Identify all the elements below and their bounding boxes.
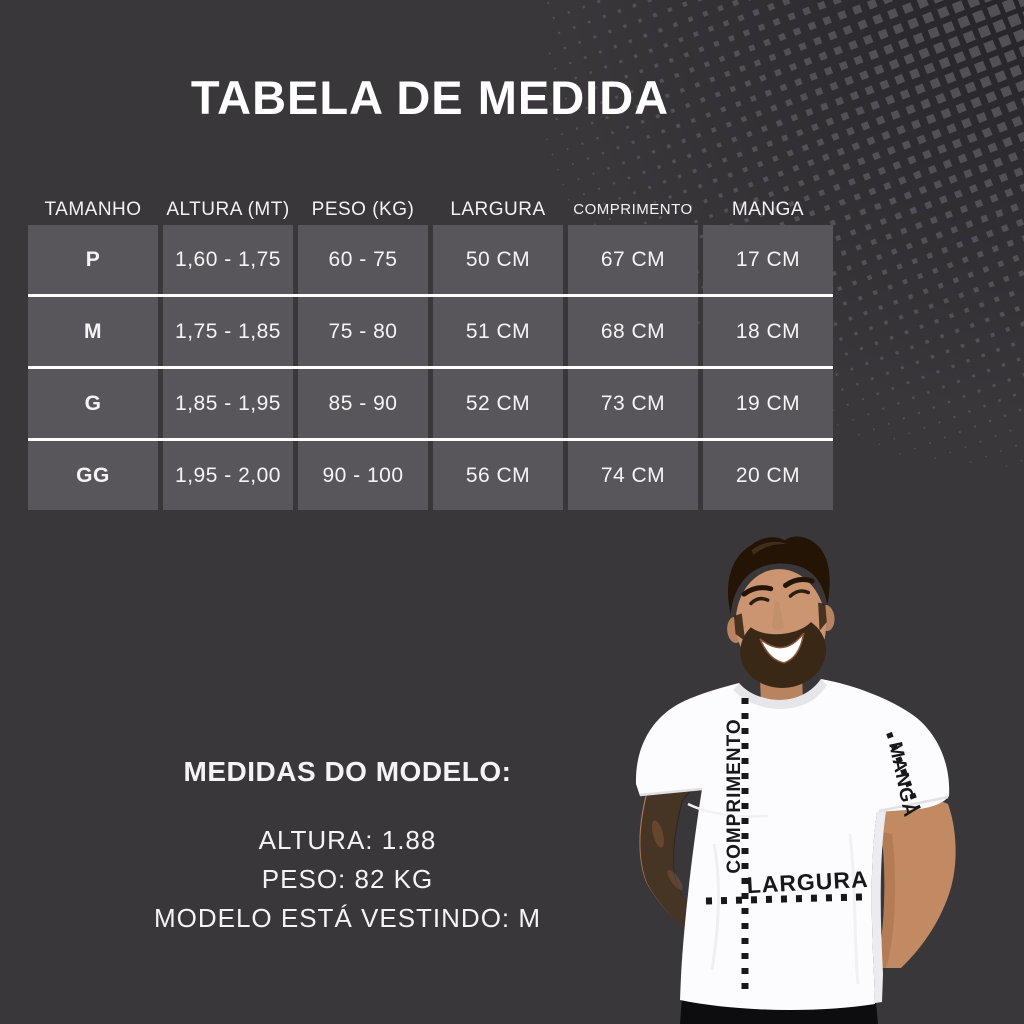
column-header-largura: LARGURA [450,198,546,220]
model-measures-block: MEDIDAS DO MODELO: ALTURA: 1.88 PESO: 82… [0,756,695,938]
model-nose [772,600,785,630]
cell-comprimento: 68 CM [568,297,698,366]
cell-altura: 1,85 - 1,95 [163,369,293,438]
cell-manga: 18 CM [703,297,833,366]
model-sideburn [733,613,746,642]
model-measures-heading: MEDIDAS DO MODELO: [183,756,512,787]
model-eyebrow [782,576,815,588]
column-header-tamanho: TAMANHO [44,198,142,220]
column-header-altura: ALTURA (MT) [166,198,290,220]
cell-size: GG [28,441,158,510]
size-table: TAMANHO ALTURA (MT) PESO (KG) LARGURA CO… [28,194,833,510]
tshirt-collar [733,679,827,709]
cell-manga: 17 CM [703,225,833,294]
model-eyebrow [741,585,774,597]
cell-peso: 85 - 90 [298,369,428,438]
cell-altura: 1,75 - 1,85 [163,297,293,366]
cell-size: G [28,369,158,438]
cell-comprimento: 74 CM [568,441,698,510]
model-measure-peso: PESO: 82 KG [261,864,434,894]
cell-largura: 56 CM [433,441,563,510]
model-eye [749,596,770,606]
row-separator [28,294,833,297]
cell-largura: 50 CM [433,225,563,294]
measure-line-largura [705,893,863,905]
cell-comprimento: 73 CM [568,369,698,438]
page-title: TABELA DE MEDIDA [190,71,670,124]
column-header-manga: MANGA [731,198,805,220]
cell-comprimento: 67 CM [568,225,698,294]
cell-manga: 20 CM [703,441,833,510]
cell-altura: 1,60 - 1,75 [163,225,293,294]
cell-altura: 1,95 - 2,00 [163,441,293,510]
model-arm [876,799,956,968]
cell-largura: 51 CM [433,297,563,366]
column-header-comprimento: COMPRIMENTO [573,201,693,218]
model-head [727,536,835,688]
model-sideburn [818,602,827,631]
cell-manga: 19 CM [703,369,833,438]
model-pants [680,996,878,1024]
model-smile [759,632,805,664]
measure-label-largura: LARGURA [746,866,869,898]
column-header-peso: PESO (KG) [311,198,415,220]
row-separator [28,438,833,441]
model-photo: COMPRIMENTO LARGURA MANGA [635,536,956,1024]
cell-peso: 75 - 80 [298,297,428,366]
measure-line-manga [886,731,921,811]
model-hair [728,536,830,615]
cell-peso: 90 - 100 [298,441,428,510]
measure-label-comprimento: COMPRIMENTO [724,718,745,873]
model-measure-altura: ALTURA: 1.88 [258,825,437,855]
model-tshirt [635,679,950,1010]
model-eye [788,589,810,598]
row-separator [28,366,833,369]
cell-largura: 52 CM [433,369,563,438]
model-measure-vestindo: MODELO ESTÁ VESTINDO: M [153,903,542,933]
cell-size: P [28,225,158,294]
cell-peso: 60 - 75 [298,225,428,294]
cell-size: M [28,297,158,366]
